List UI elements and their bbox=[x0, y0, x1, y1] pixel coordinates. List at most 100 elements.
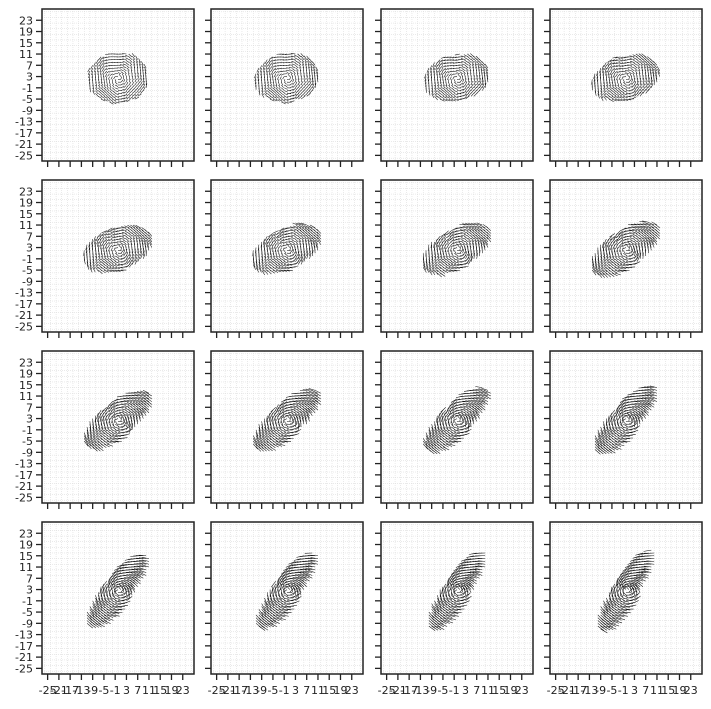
quiver-arrow bbox=[608, 87, 613, 92]
quiver-arrow bbox=[297, 232, 302, 237]
quiver-arrow bbox=[309, 401, 316, 405]
quiver-arrow bbox=[611, 84, 615, 89]
quiver-arrow bbox=[271, 236, 276, 240]
quiver-arrow bbox=[277, 65, 282, 67]
quiver-arrow bbox=[631, 405, 638, 408]
quiver-arrow bbox=[295, 241, 299, 245]
quiver-arrow bbox=[620, 404, 627, 409]
quiver-arrow bbox=[115, 583, 121, 586]
quiver-arrow bbox=[456, 72, 460, 74]
quiver-arrow bbox=[298, 61, 302, 66]
quiver-arrow bbox=[255, 429, 259, 437]
subplot-panel bbox=[375, 8, 534, 167]
quiver-arrow bbox=[631, 90, 636, 94]
quiver-arrow bbox=[127, 224, 133, 229]
quiver-arrow bbox=[622, 247, 627, 250]
quiver-arrow bbox=[313, 69, 316, 74]
quiver-arrow bbox=[630, 414, 635, 419]
quiver-arrow bbox=[133, 566, 141, 568]
quiver-arrow bbox=[475, 412, 480, 419]
quiver-arrow bbox=[121, 244, 124, 248]
quiver-arrow bbox=[611, 90, 616, 94]
quiver-arrow bbox=[279, 233, 285, 237]
quiver-arrow bbox=[611, 82, 614, 87]
quiver-arrow bbox=[114, 244, 119, 247]
quiver-arrow bbox=[617, 258, 622, 263]
quiver-arrow bbox=[462, 426, 469, 431]
quiver-arrow bbox=[275, 426, 280, 432]
quiver-arrow bbox=[463, 231, 469, 234]
quiver-arrow bbox=[261, 446, 267, 452]
quiver-arrow bbox=[611, 421, 614, 428]
quiver-arrow bbox=[629, 73, 632, 77]
quiver-arrow bbox=[268, 236, 274, 241]
quiver-arrow bbox=[131, 573, 138, 576]
quiver-arrow bbox=[280, 238, 285, 243]
quiver-arrow bbox=[106, 82, 108, 86]
quiver-arrow bbox=[633, 238, 638, 243]
quiver-arrow bbox=[281, 250, 283, 255]
quiver-arrow bbox=[283, 418, 288, 421]
quiver-arrow bbox=[281, 82, 284, 86]
quiver-arrow bbox=[608, 96, 614, 100]
quiver-arrow bbox=[141, 407, 147, 414]
quiver-arrow bbox=[141, 61, 144, 66]
quiver-arrow bbox=[437, 432, 442, 438]
quiver-arrow bbox=[640, 242, 644, 248]
quiver-arrow bbox=[446, 62, 452, 64]
quiver-arrow bbox=[110, 404, 116, 409]
quiver-arrow bbox=[292, 426, 299, 431]
quiver-arrow bbox=[103, 435, 109, 439]
quiver-arrow bbox=[620, 93, 625, 96]
quiver-arrow bbox=[473, 86, 477, 91]
quiver-arrow bbox=[594, 261, 598, 268]
quiver-arrow bbox=[468, 240, 472, 245]
quiver-arrow bbox=[289, 249, 293, 254]
quiver-arrow bbox=[479, 239, 483, 245]
quiver-arrow bbox=[424, 76, 427, 82]
quiver-arrow bbox=[465, 425, 471, 431]
quiver-arrow bbox=[434, 87, 437, 92]
quiver-arrow bbox=[132, 399, 138, 402]
quiver-arrow bbox=[254, 79, 257, 85]
quiver-arrow bbox=[284, 429, 290, 432]
quiver-arrow bbox=[264, 255, 267, 261]
quiver-arrow bbox=[268, 409, 274, 416]
quiver-arrow bbox=[258, 440, 263, 447]
quiver-arrow bbox=[625, 72, 629, 75]
quiver-arrow bbox=[623, 429, 629, 432]
quiver-arrow bbox=[439, 96, 445, 99]
quiver-arrow bbox=[92, 426, 95, 433]
quiver-arrow bbox=[600, 449, 607, 454]
quiver-arrow bbox=[483, 244, 486, 251]
quiver-arrow bbox=[637, 408, 644, 414]
quiver-arrow bbox=[113, 415, 119, 419]
quiver-arrow bbox=[620, 440, 628, 443]
quiver-arrow bbox=[292, 400, 299, 402]
quiver-arrow bbox=[476, 80, 479, 86]
quiver-arrow bbox=[143, 240, 147, 245]
quiver-arrow bbox=[296, 409, 302, 414]
quiver-arrow bbox=[313, 232, 319, 237]
quiver-arrow bbox=[607, 415, 610, 423]
y-tick-label: 23 bbox=[19, 185, 33, 198]
y-tick-label: -9 bbox=[22, 275, 33, 288]
quiver-arrow bbox=[299, 408, 305, 414]
quiver-arrow bbox=[135, 401, 141, 405]
quiver-arrow bbox=[439, 426, 444, 433]
quiver-arrow bbox=[644, 391, 652, 394]
quiver-arrow bbox=[471, 417, 475, 425]
quiver-arrow bbox=[623, 93, 628, 96]
quiver-arrow bbox=[480, 69, 483, 74]
quiver-arrow bbox=[123, 590, 128, 596]
quiver-arrow bbox=[463, 233, 469, 237]
quiver-arrow bbox=[126, 238, 130, 243]
quiver-arrow bbox=[258, 90, 261, 96]
quiver-arrow bbox=[479, 83, 482, 88]
quiver-arrow bbox=[618, 236, 624, 241]
quiver-arrow bbox=[642, 401, 649, 405]
quiver-arrow bbox=[109, 73, 113, 76]
quiver-arrow bbox=[112, 426, 117, 431]
quiver-arrow bbox=[131, 75, 134, 80]
quiver-arrow bbox=[267, 269, 272, 275]
